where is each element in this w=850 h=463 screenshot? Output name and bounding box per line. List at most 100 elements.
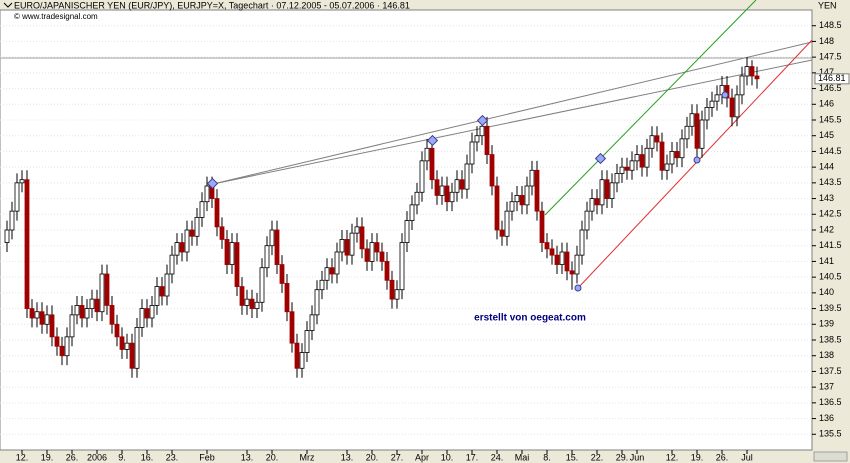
- candle-body: [369, 242, 375, 262]
- candle-body: [449, 191, 455, 203]
- candle-body: [379, 251, 385, 262]
- candle-body: [9, 210, 15, 231]
- candle-body: [599, 179, 605, 206]
- candle-body: [84, 308, 90, 319]
- x-tick-label: 9.: [118, 452, 126, 462]
- x-tick-label: 12.: [16, 452, 29, 462]
- candle-body: [344, 239, 350, 256]
- candle-body: [594, 198, 600, 206]
- y-tick-label: 142.5: [819, 209, 842, 219]
- candle-body: [294, 342, 300, 369]
- candle-body: [634, 154, 640, 162]
- candles: [4, 57, 760, 378]
- candle-body: [579, 229, 585, 256]
- pivot-marker: [574, 284, 582, 292]
- candle-body: [749, 66, 755, 77]
- candle-body: [669, 151, 675, 165]
- x-tick-label: 19.: [41, 452, 54, 462]
- watermark: erstellt von oegeat.com: [474, 313, 586, 324]
- candle-body: [444, 185, 450, 203]
- candle-body: [159, 286, 165, 297]
- x-tick-label: Jun: [630, 452, 645, 462]
- candle-body: [264, 245, 270, 269]
- y-tick-label: 143.5: [819, 177, 842, 187]
- candle-body: [574, 254, 580, 275]
- last-price-label: 146.81: [818, 73, 846, 83]
- candle-body: [664, 163, 670, 171]
- candle-body: [399, 242, 405, 291]
- y-tick-label: 136: [819, 413, 834, 423]
- candle-body: [629, 160, 635, 171]
- x-tick-label: 22.: [591, 452, 604, 462]
- pivot-marker: [206, 177, 219, 190]
- candle-body: [614, 173, 620, 184]
- candle-body: [64, 336, 70, 357]
- trend-lines: [0, 0, 813, 289]
- pivot-markers: [206, 91, 729, 292]
- y-tick-label: 139: [819, 319, 834, 329]
- x-tick-label: 2006: [87, 452, 107, 462]
- pivot-marker: [476, 114, 489, 127]
- candle-body: [4, 229, 10, 243]
- candle-body: [404, 220, 410, 243]
- candle-body: [124, 342, 130, 350]
- candle-body: [334, 251, 340, 275]
- candle-body: [199, 201, 205, 218]
- x-tick-label: 27.: [391, 452, 404, 462]
- candle-body: [564, 251, 570, 272]
- candle-body: [714, 94, 720, 102]
- candle-body: [434, 179, 440, 196]
- x-tick-label: Apr: [415, 452, 429, 462]
- candle-body: [329, 267, 335, 275]
- x-tick-label: Mrz: [300, 452, 315, 462]
- y-tick-label: 146.5: [819, 83, 842, 93]
- x-tick-label: 8.: [543, 452, 551, 462]
- y-tick-label: 144: [819, 162, 834, 172]
- candle-body: [609, 182, 615, 199]
- candle-body: [544, 242, 550, 250]
- pivot-marker: [426, 134, 439, 147]
- y-tick-label: 142: [819, 224, 834, 234]
- x-tick-label: 20.: [366, 452, 379, 462]
- candle-body: [619, 166, 625, 174]
- candle-body: [119, 336, 125, 350]
- trend-line: [212, 41, 813, 185]
- candle-body: [299, 352, 305, 369]
- candle-body: [219, 226, 225, 240]
- candle-body: [509, 201, 515, 212]
- x-tick-label: 24.: [491, 452, 504, 462]
- candle-body: [29, 308, 35, 319]
- y-tick-label: 139.5: [819, 303, 842, 313]
- y-tick-label: 148.5: [819, 20, 842, 30]
- candle-body: [534, 169, 540, 212]
- candle-body: [499, 229, 505, 237]
- candle-body: [359, 226, 365, 250]
- x-tick-label: 29.: [616, 452, 629, 462]
- y-tick-label: 145.5: [819, 114, 842, 124]
- candle-body: [604, 179, 610, 199]
- pivot-marker: [594, 152, 607, 165]
- candle-body: [139, 308, 145, 328]
- candle-body: [149, 305, 155, 319]
- x-tick-label: 26.: [66, 452, 79, 462]
- x-tick-label: 17.: [466, 452, 479, 462]
- candle-body: [249, 298, 255, 309]
- candle-body: [459, 179, 465, 190]
- candle-body: [349, 232, 355, 256]
- trend-line: [544, 0, 757, 216]
- candle-body: [304, 330, 310, 353]
- source: © www.tradesignal.com: [14, 12, 98, 21]
- candle-body: [694, 113, 700, 149]
- y-tick-label: 136.5: [819, 397, 842, 407]
- candle-body: [174, 242, 180, 256]
- candle-body: [554, 254, 560, 265]
- candle-body: [754, 75, 760, 80]
- x-tick-label: 26.: [716, 452, 729, 462]
- x-tick-label: 13.: [241, 452, 254, 462]
- y-tick-label: 141: [819, 256, 834, 266]
- y-tick-label: 145: [819, 130, 834, 140]
- candle-body: [164, 273, 170, 297]
- candle-body: [69, 314, 75, 338]
- y-tick-label: 140.5: [819, 272, 842, 282]
